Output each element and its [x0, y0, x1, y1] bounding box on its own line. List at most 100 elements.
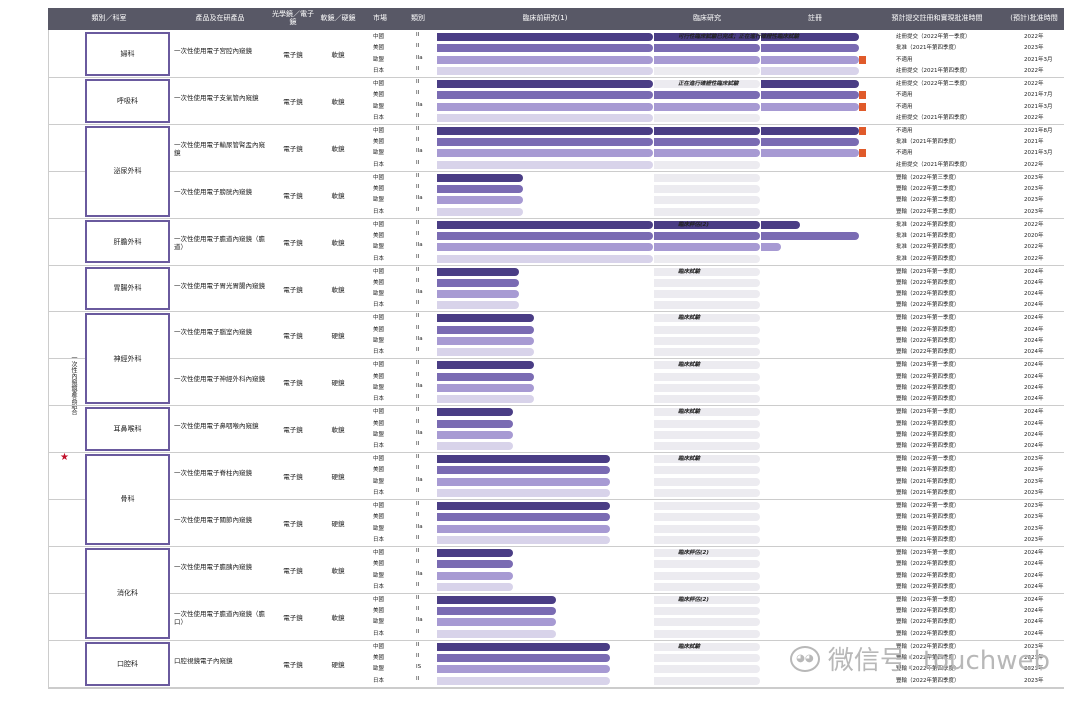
timing-label: 豐輸（2022年第四季度）: [896, 655, 960, 661]
preclinical-bar: [437, 513, 610, 522]
clinical-placeholder: [654, 595, 760, 604]
table-row: 日本 II 豐輸（2022年第四季度） 2024年: [0, 581, 1080, 592]
class-label: II: [416, 454, 420, 461]
preclinical-bar: [437, 524, 610, 533]
approval-label: 2023年: [1024, 490, 1044, 496]
timing-label: 註冊提交（2022年第一季度）: [896, 34, 971, 40]
market-label: 歐盟: [373, 150, 385, 157]
class-label: IIa: [416, 523, 423, 530]
preclinical-bar: [437, 185, 524, 193]
clinical-bar: [654, 149, 760, 158]
preclinical-bar: [437, 408, 513, 417]
clinical-placeholder: [654, 278, 760, 287]
class-label: II: [416, 347, 420, 354]
class-label: II: [416, 675, 420, 682]
stage-note: 臨床試驗: [678, 362, 701, 369]
table-row: 中國 II 不適用 2021年8月: [0, 125, 1080, 136]
market-label: 美國: [373, 186, 385, 192]
approval-label: 2023年: [1024, 45, 1044, 52]
clinical-placeholder: [654, 466, 760, 475]
approval-label: 2024年: [1024, 596, 1044, 603]
clinical-placeholder: [654, 548, 760, 557]
market-label: 中國: [373, 127, 385, 134]
timing-label: 批准（2021年第四季度）: [896, 139, 960, 146]
stage-note: 臨床評估(2): [678, 596, 709, 603]
approval-label: 2024年: [1024, 326, 1044, 333]
approval-label: 2023年: [1024, 666, 1044, 673]
registration-bar: [761, 231, 859, 240]
table-row: 中國 II 豐輸（2023年第一季度） 2024年: [0, 359, 1080, 370]
specialty-box: 神經外科: [85, 313, 170, 405]
table-row: 中國 II 豐輸（2023年第一季度） 2024年: [0, 406, 1080, 417]
table-row: 歐盟 IIa 豐輸（2022年第四季度） 2024年: [0, 382, 1080, 393]
class-label: II: [416, 441, 420, 448]
clinical-placeholder: [654, 477, 760, 486]
timing-label: 豐輸（2022年第二季度）: [896, 208, 960, 215]
market-label: 美國: [373, 139, 385, 146]
stage-note: 臨床試驗: [678, 268, 701, 275]
market-label: 日本: [373, 490, 385, 496]
preclinical-bar: [437, 502, 610, 510]
rigid-type: 硬鏡: [331, 660, 345, 669]
market-label: 日本: [373, 114, 385, 121]
clinical-placeholder: [654, 408, 760, 417]
market-label: 歐盟: [373, 525, 385, 532]
registration-bar: [761, 91, 859, 100]
market-label: 美國: [373, 326, 385, 333]
clinical-placeholder: [654, 571, 760, 580]
market-label: 美國: [373, 45, 385, 52]
table-row: 歐盟 IIa 豐輸（2022年第四季度） 2024年: [0, 570, 1080, 581]
clinical-placeholder: [654, 489, 760, 497]
approval-label: 2024年: [1024, 561, 1044, 568]
class-label: II: [416, 465, 420, 472]
class-label: IIa: [416, 382, 423, 389]
table-row: 日本 II 註冊提交（2021年第四季度） 2022年: [0, 65, 1080, 76]
clinical-placeholder: [654, 430, 760, 439]
table-row: 中國 II 豐輸（2022年第三季度） 2023年: [0, 172, 1080, 183]
clinical-placeholder: [654, 337, 760, 345]
approval-label: 2024年: [1024, 630, 1044, 637]
timing-label: 豐輸（2022年第四季度）: [896, 349, 960, 356]
timing-label: 豐輸（2022年第四季度）: [896, 572, 960, 579]
class-label: IIa: [416, 242, 423, 249]
class-label: IIa: [416, 101, 423, 108]
market-label: 日本: [373, 396, 385, 403]
scope-type: 電子鏡: [283, 520, 303, 528]
wechat-icon: ◕◕: [789, 645, 820, 672]
timing-label: 豐輸（2022年第四季度）: [896, 291, 960, 298]
approval-label: 2022年: [1024, 255, 1044, 262]
header-approval: (預計)批准時間: [1004, 8, 1064, 30]
class-label: II: [416, 407, 420, 414]
preclinical-bar: [437, 337, 535, 345]
row-divider: [48, 405, 1064, 407]
table-row: 日本 II 豐輸（2022年第四季度） 2024年: [0, 628, 1080, 639]
clinical-placeholder: [654, 383, 760, 392]
preclinical-bar: [437, 665, 610, 674]
clinical-placeholder: [654, 629, 760, 638]
class-label: II: [416, 125, 420, 132]
preclinical-bar: [437, 676, 610, 685]
scope-type: 電子鏡: [283, 238, 303, 247]
product-name: 一次性使用電子膽胰內窺鏡: [174, 562, 252, 571]
table-row: 日本 II 豐輸（2022年第四季度） 2024年: [0, 393, 1080, 404]
market-label: 日本: [373, 677, 385, 684]
timing-label: 豐輸（2021年第四季度）: [896, 525, 960, 532]
product-name: 一次性使用電子神經外科內窺鏡: [174, 375, 265, 384]
scope-type: 電子鏡: [283, 379, 303, 388]
timing-label: 豐輸（2022年第四季度）: [896, 302, 960, 309]
class-label: II: [416, 581, 420, 588]
scope-type: 電子鏡: [283, 97, 303, 106]
preclinical-bar: [437, 654, 610, 662]
table-row: 中國 II 註冊提交（2022年第二季度） 2022年: [0, 78, 1080, 89]
preclinical-bar: [437, 91, 653, 100]
product-name: 一次性使用電子膀胱內窺鏡: [174, 187, 252, 196]
timing-label: 豐輸（2022年第四季度）: [896, 420, 960, 427]
registration-bar: [761, 55, 859, 64]
stage-note: 臨床試驗: [678, 315, 701, 322]
stage-note: 臨床試驗: [678, 456, 701, 463]
row-divider: [48, 499, 1064, 500]
timing-label: 不適用: [896, 92, 913, 99]
table-row: 中國 II 批准（2022年第四季度） 2022年: [0, 219, 1080, 230]
timing-label: 註冊提交（2021年第四季度）: [896, 114, 971, 121]
